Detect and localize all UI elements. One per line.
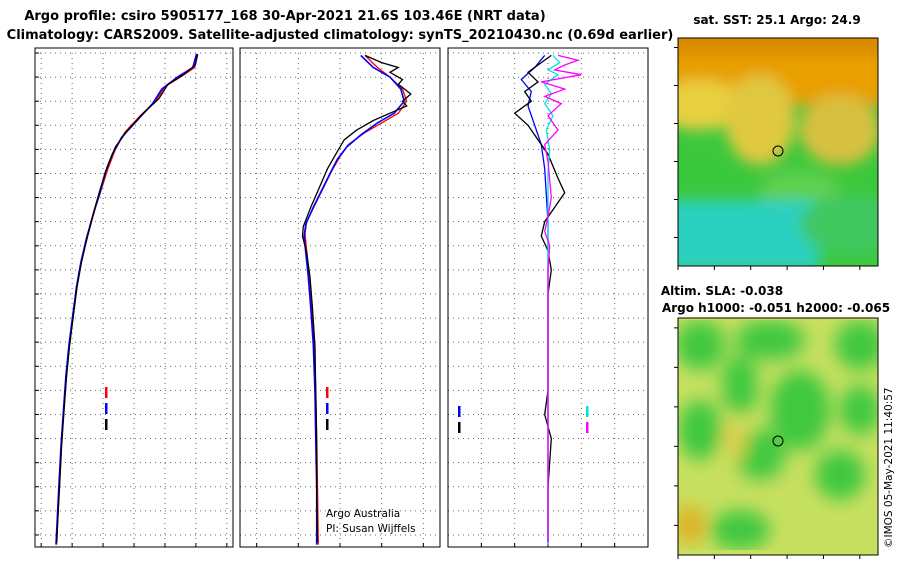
sst-map: sat. SST: 25.1 Argo: 24.9 — [674, 13, 879, 270]
legend-swatch — [458, 422, 461, 433]
legend-swatch-satellite — [105, 403, 108, 414]
series-line-climatology — [304, 54, 408, 545]
series-line-climatology — [56, 54, 198, 545]
legend-swatch-climatology — [326, 387, 329, 398]
series-line-satellite-adj-clim- — [55, 53, 198, 545]
figure-title-line1: Argo profile: csiro 5905177_168 30-Apr-2… — [24, 9, 545, 24]
legend-swatch — [586, 406, 589, 417]
series-line-temperature-argo — [513, 54, 566, 543]
difference-panel — [447, 47, 649, 548]
series-line-satellite-adj-clim- — [303, 54, 406, 545]
series-line-argo — [56, 54, 199, 543]
legend-swatch-climatology — [105, 387, 108, 398]
plot-frame — [239, 47, 441, 548]
sla-map: Altim. SLA: -0.038 Argo h1000: -0.051 h2… — [661, 284, 890, 559]
temperature-panel — [34, 47, 234, 548]
legend-swatch — [458, 406, 461, 417]
legend-swatch-argo — [105, 419, 108, 430]
series-line-temperature-satellite — [520, 54, 549, 545]
sla-map-title: Altim. SLA: -0.038 — [661, 284, 783, 298]
sla-map-subtitle: Argo h1000: -0.051 h2000: -0.065 — [662, 301, 890, 315]
sla-argo-position-marker — [772, 435, 784, 447]
legend-swatch-argo — [326, 419, 329, 430]
sst-argo-position-marker — [772, 145, 784, 157]
argo-australia-note: Argo Australia — [326, 508, 400, 520]
pi-note: PI: Susan Wijffels — [326, 523, 416, 535]
copyright-note: ©IMOS 05-May-2021 11:40:57 — [883, 387, 895, 548]
figure-title-line2: Climatology: CARS2009. Satellite-adjuste… — [7, 28, 674, 43]
sst-map-title: sat. SST: 25.1 Argo: 24.9 — [693, 13, 860, 27]
salinity-panel — [239, 47, 441, 548]
series-line-salinity-argo — [541, 54, 582, 543]
series-line-argo — [301, 54, 412, 543]
legend-swatch — [586, 422, 589, 433]
legend-swatch-satellite — [326, 403, 329, 414]
